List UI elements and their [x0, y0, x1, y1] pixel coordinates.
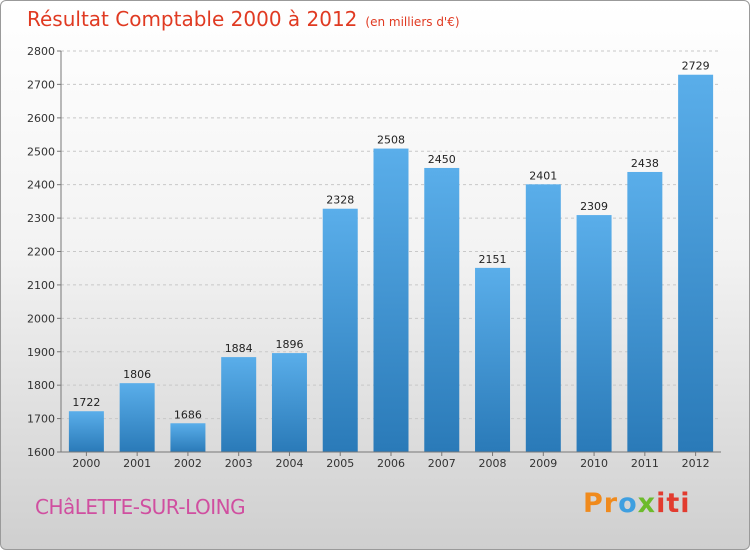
- bar-value-label: 1884: [225, 342, 253, 355]
- x-tick-label: 2009: [529, 457, 557, 470]
- bar-2001: [119, 383, 155, 452]
- bar-value-label: 1896: [275, 338, 303, 351]
- bar-2004: [271, 353, 307, 452]
- x-tick-label: 2008: [479, 457, 507, 470]
- y-tick-label: 2000: [27, 312, 55, 325]
- subtitle-text: (en milliers d'€): [365, 15, 460, 29]
- logo-part-1: Pr: [583, 488, 619, 519]
- y-tick-label: 1600: [27, 446, 55, 459]
- bar-value-label: 1806: [123, 368, 151, 381]
- y-tick-label: 2800: [27, 45, 55, 58]
- bar-value-label: 2401: [529, 169, 557, 182]
- bar-value-label: 1686: [174, 408, 202, 421]
- y-tick-label: 1700: [27, 413, 55, 426]
- bar-2010: [576, 215, 612, 452]
- x-tick-label: 2002: [174, 457, 202, 470]
- bar-value-label: 2151: [479, 253, 507, 266]
- x-tick-label: 2010: [580, 457, 608, 470]
- x-tick-label: 2007: [428, 457, 456, 470]
- logo-part-3: x: [637, 488, 657, 519]
- bar-2000: [68, 411, 104, 452]
- x-tick-label: 2004: [275, 457, 303, 470]
- bar-2008: [475, 267, 511, 452]
- y-tick-label: 2400: [27, 179, 55, 192]
- bar-2009: [525, 184, 561, 452]
- bar-value-label: 2309: [580, 200, 608, 213]
- y-tick-label: 2100: [27, 279, 55, 292]
- bar-2011: [627, 171, 663, 453]
- bar-2012: [678, 74, 714, 452]
- logo-part-2: o: [618, 488, 638, 519]
- bar-2002: [170, 423, 206, 452]
- x-tick-label: 2003: [225, 457, 253, 470]
- bar-value-label: 2328: [326, 194, 354, 207]
- y-tick-label: 2500: [27, 145, 55, 158]
- bar-value-label: 2438: [631, 157, 659, 170]
- bar-value-label: 2508: [377, 134, 405, 147]
- y-tick-label: 2300: [27, 212, 55, 225]
- x-tick-label: 2006: [377, 457, 405, 470]
- bar-2006: [373, 148, 409, 452]
- city-name: CHâLETTE-SUR-LOING: [35, 495, 246, 519]
- y-tick-label: 1800: [27, 379, 55, 392]
- x-tick-label: 2000: [72, 457, 100, 470]
- bar-2005: [322, 208, 358, 452]
- y-tick-label: 2200: [27, 246, 55, 259]
- x-tick-label: 2001: [123, 457, 151, 470]
- y-tick-label: 2700: [27, 78, 55, 91]
- bar-value-label: 2450: [428, 153, 456, 166]
- x-tick-label: 2011: [631, 457, 659, 470]
- x-axis: 2000 2001 2002 2003 2004 2005 2006 2007 2008 2009…: [61, 451, 721, 470]
- y-axis: 1600 1700 1800 1900 2000 2100 2200 2300 2400 2500…: [27, 45, 62, 459]
- proxiti-logo: Proxiti: [583, 488, 691, 519]
- bar-2003: [221, 357, 257, 452]
- chart-title: Résultat Comptable 2000 à 2012 (en millie…: [27, 7, 460, 31]
- y-tick-label: 2600: [27, 112, 55, 125]
- title-text: Résultat Comptable 2000 à 2012: [27, 7, 358, 31]
- x-tick-label: 2005: [326, 457, 354, 470]
- bars: 1722 1806 1686 1884 1896 2328 2508 2450 2151 2401…: [68, 60, 714, 453]
- bar-value-label: 1722: [72, 396, 100, 409]
- bar-2007: [424, 167, 460, 453]
- bar-value-label: 2729: [682, 60, 710, 73]
- logo-part-4: iti: [656, 488, 691, 519]
- x-tick-label: 2012: [682, 457, 710, 470]
- y-tick-label: 1900: [27, 346, 55, 359]
